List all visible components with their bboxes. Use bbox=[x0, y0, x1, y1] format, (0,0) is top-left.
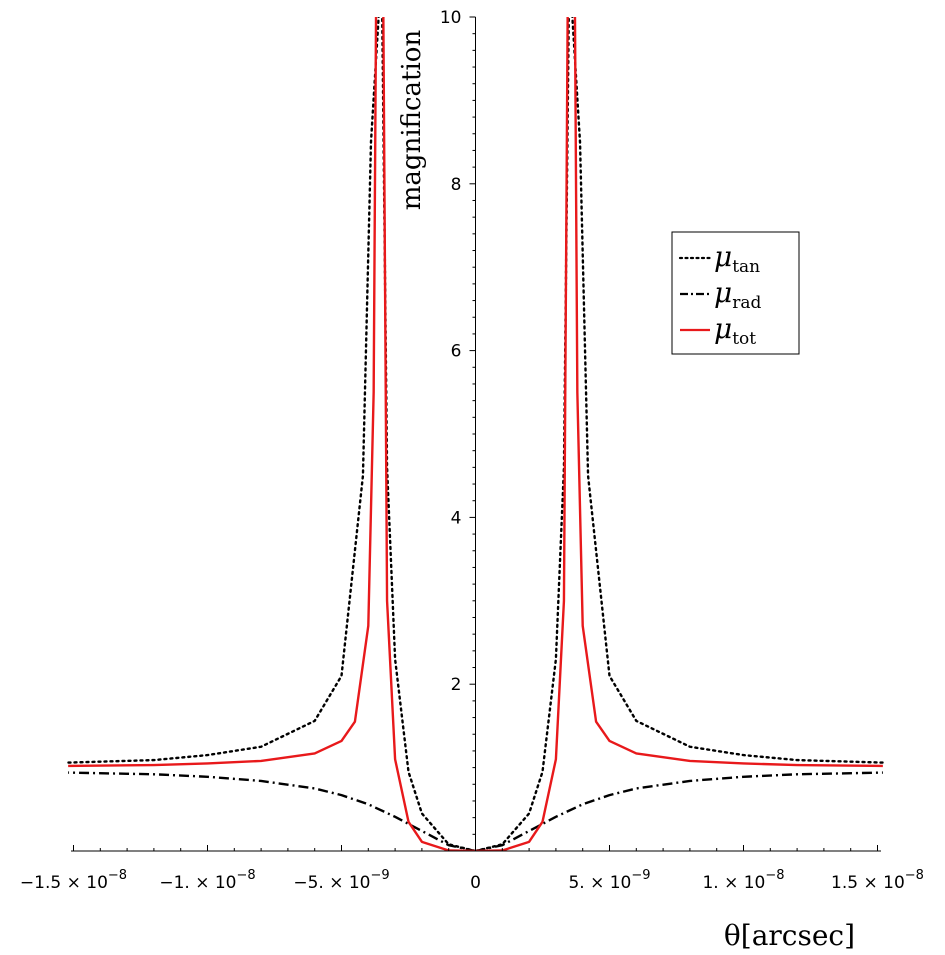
x-tick-label: −1.5 × 10−8 bbox=[20, 868, 127, 893]
y-tick-label: 8 bbox=[451, 175, 462, 195]
legend-box bbox=[671, 231, 800, 355]
legend-label-tot: μtot bbox=[714, 312, 756, 349]
x-tick-exponent: −9 bbox=[370, 868, 389, 883]
x-tick-mantissa: 5. bbox=[568, 873, 584, 893]
legend-symbol: μ bbox=[714, 312, 732, 345]
x-tick-times-ten: × 10 bbox=[858, 873, 905, 893]
series-rad-right bbox=[475, 771, 883, 851]
series-tot-right bbox=[475, 17, 883, 851]
series-tan-right bbox=[474, 17, 885, 851]
x-tick-mantissa: −1.5 bbox=[20, 873, 61, 893]
legend-label-tan: μtan bbox=[714, 240, 760, 277]
x-tick-times-ten: × 10 bbox=[190, 873, 237, 893]
x-tick-label: −5. × 10−9 bbox=[293, 868, 389, 893]
x-tick-exponent: −8 bbox=[108, 868, 127, 883]
x-tick-label: −1. × 10−8 bbox=[159, 868, 255, 893]
legend-symbol: μ bbox=[714, 276, 732, 309]
x-tick-label: 5. × 10−9 bbox=[568, 868, 650, 893]
y-tick-label: 10 bbox=[440, 8, 462, 28]
y-tick-label: 2 bbox=[451, 675, 462, 695]
x-tick-mantissa: −5. bbox=[293, 873, 323, 893]
x-tick-exponent: −8 bbox=[905, 868, 924, 883]
y-axis-title: magnification bbox=[397, 30, 427, 211]
x-tick-times-ten: × 10 bbox=[585, 873, 632, 893]
x-tick-mantissa: 0 bbox=[470, 873, 481, 893]
series-tan-left bbox=[66, 17, 477, 851]
x-tick-mantissa: 1. bbox=[702, 873, 718, 893]
x-tick-label: 1. × 10−8 bbox=[702, 868, 784, 893]
legend-subscript: rad bbox=[732, 293, 761, 313]
y-tick-label: 4 bbox=[451, 508, 462, 528]
legend-label-rad: μrad bbox=[714, 276, 761, 313]
legend-subscript: tot bbox=[732, 329, 756, 349]
axes-layer: −1.5 × 10−8 −1. × 10−8 −5. × 10−9 0 5. × 10−… bbox=[20, 8, 924, 952]
x-tick-exponent: −8 bbox=[236, 868, 255, 883]
x-tick-label: 1.5 × 10−8 bbox=[831, 868, 924, 893]
x-tick-exponent: −9 bbox=[631, 868, 650, 883]
legend-symbol: μ bbox=[714, 240, 732, 273]
x-tick-times-ten: × 10 bbox=[719, 873, 766, 893]
legend-subscript: tan bbox=[732, 257, 760, 277]
x-tick-times-ten: × 10 bbox=[61, 873, 108, 893]
curves-layer bbox=[66, 17, 885, 851]
x-tick-mantissa: 1.5 bbox=[831, 873, 858, 893]
x-tick-label: 0 bbox=[470, 873, 481, 893]
series-tot-left bbox=[68, 17, 476, 851]
series-rad-left bbox=[68, 771, 476, 851]
x-tick-mantissa: −1. bbox=[159, 873, 189, 893]
x-axis-title: θ[arcsec] bbox=[724, 919, 855, 952]
x-tick-times-ten: × 10 bbox=[324, 873, 371, 893]
y-tick-label: 6 bbox=[451, 342, 462, 362]
x-tick-exponent: −8 bbox=[765, 868, 784, 883]
